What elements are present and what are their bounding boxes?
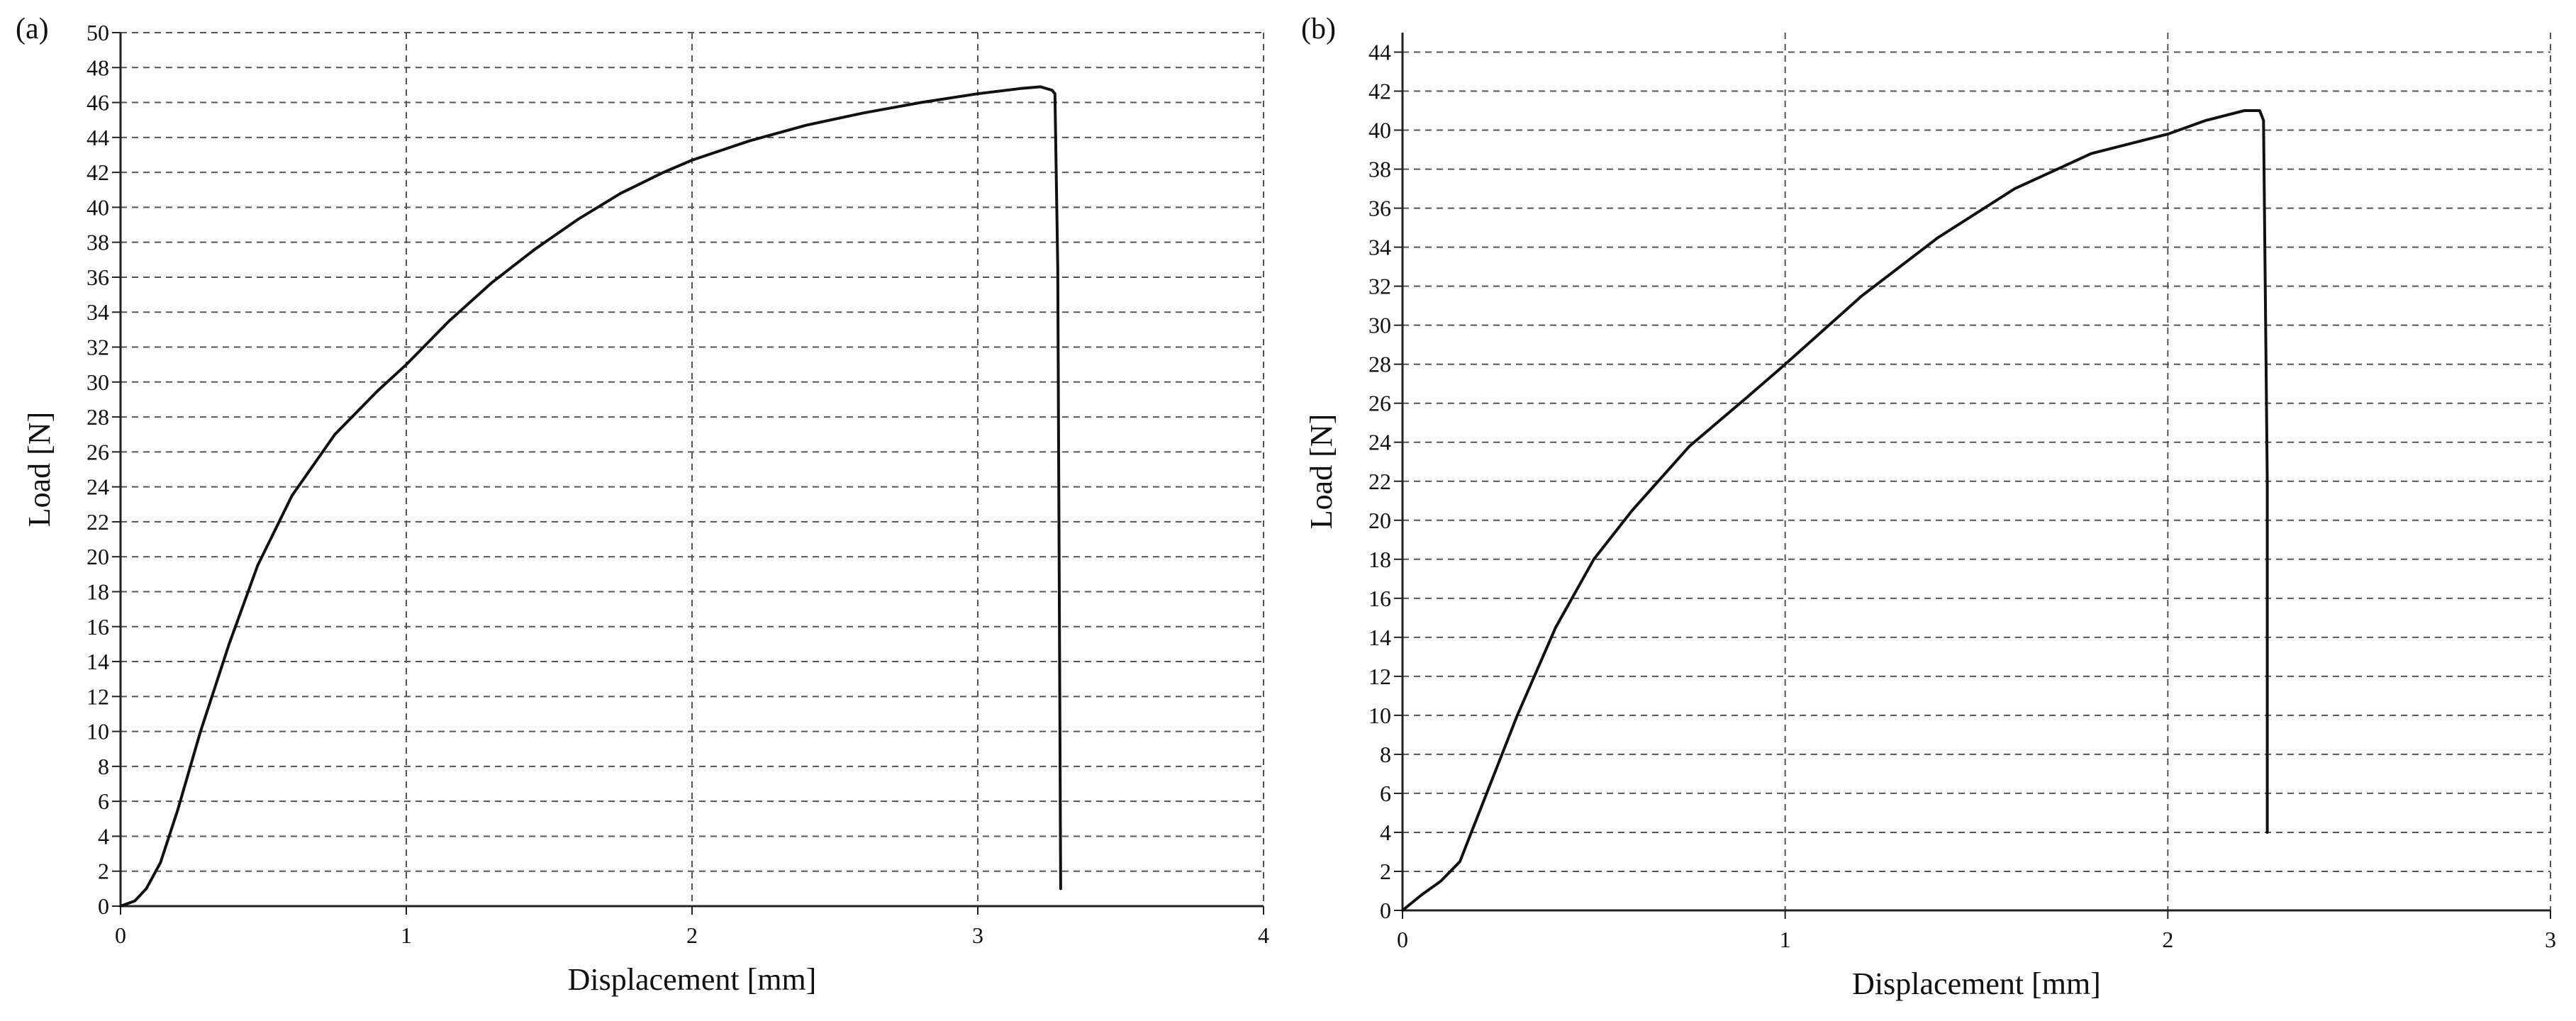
y-tick-label: 12 <box>87 684 109 709</box>
y-tick-label: 34 <box>87 299 109 325</box>
y-tick-label: 30 <box>87 369 109 395</box>
y-tick-label: 8 <box>1380 742 1391 767</box>
y-axis-title: Load [N] <box>1304 414 1339 530</box>
y-tick-label: 38 <box>87 230 109 255</box>
y-tick-label: 2 <box>1380 859 1391 884</box>
y-tick-label: 36 <box>87 264 109 290</box>
y-tick-label: 48 <box>87 55 109 80</box>
y-tick-label: 42 <box>1368 79 1391 104</box>
y-tick-label: 10 <box>1368 703 1391 728</box>
y-tick-label: 20 <box>87 544 109 569</box>
y-tick-label: 34 <box>1368 235 1391 260</box>
x-axis-title: Displacement [mm] <box>1852 966 2101 1001</box>
y-tick-label: 32 <box>87 335 109 360</box>
y-tick-label: 12 <box>1368 664 1391 689</box>
y-tick-label: 16 <box>1368 586 1391 611</box>
load-displacement-curve <box>119 85 1062 908</box>
y-tick-label: 2 <box>98 859 109 884</box>
y-tick-label: 26 <box>87 439 109 464</box>
y-tick-label: 14 <box>87 649 109 674</box>
y-tick-label: 14 <box>1368 625 1391 650</box>
y-tick-label: 28 <box>1368 352 1391 377</box>
x-tick-label: 2 <box>686 922 698 948</box>
y-tick-label: 44 <box>1368 40 1391 65</box>
y-tick-label: 24 <box>1368 430 1391 455</box>
y-tick-label: 24 <box>87 474 109 500</box>
y-tick-label: 42 <box>87 160 109 185</box>
x-tick-label: 2 <box>2162 927 2173 952</box>
y-tick-label: 6 <box>1380 781 1391 806</box>
load-displacement-curve <box>1401 109 2269 912</box>
x-tick-label: 3 <box>2545 927 2556 952</box>
y-axis-title: Load [N] <box>22 412 57 528</box>
y-tick-label: 22 <box>87 509 109 535</box>
y-tick-label: 20 <box>1368 508 1391 533</box>
y-tick-label: 36 <box>1368 196 1391 221</box>
y-tick-label: 50 <box>87 20 109 45</box>
x-tick-label: 1 <box>1780 927 1791 952</box>
x-axis-title: Displacement [mm] <box>568 962 817 997</box>
y-tick-label: 6 <box>98 788 109 814</box>
chart-panel-a: 0246810121416182022242628303234363840424… <box>16 13 1269 997</box>
x-tick-label: 3 <box>972 922 983 948</box>
y-tick-label: 10 <box>87 719 109 744</box>
panel-label: (b) <box>1301 13 1336 45</box>
y-tick-label: 18 <box>87 579 109 604</box>
y-tick-label: 22 <box>1368 469 1391 494</box>
y-tick-label: 30 <box>1368 313 1391 338</box>
y-tick-label: 18 <box>1368 547 1391 572</box>
y-tick-label: 0 <box>98 893 109 919</box>
y-tick-label: 26 <box>1368 391 1391 416</box>
y-tick-label: 40 <box>1368 118 1391 143</box>
y-tick-label: 0 <box>1380 898 1391 923</box>
panel-label: (a) <box>16 13 49 45</box>
y-tick-label: 44 <box>87 125 109 150</box>
y-tick-label: 16 <box>87 614 109 640</box>
x-tick-label: 0 <box>115 922 126 948</box>
y-tick-label: 4 <box>98 823 109 849</box>
x-tick-label: 1 <box>401 922 412 948</box>
y-tick-label: 8 <box>98 754 109 779</box>
x-tick-label: 0 <box>1397 927 1408 952</box>
x-tick-label: 4 <box>1258 922 1269 948</box>
y-tick-label: 28 <box>87 404 109 430</box>
y-tick-label: 40 <box>87 194 109 220</box>
y-tick-label: 32 <box>1368 274 1391 299</box>
chart-panel-b: 0246810121416182022242628303234363840424… <box>1301 13 2556 1001</box>
y-tick-label: 46 <box>87 90 109 116</box>
y-tick-label: 38 <box>1368 157 1391 182</box>
y-tick-label: 4 <box>1380 820 1391 845</box>
